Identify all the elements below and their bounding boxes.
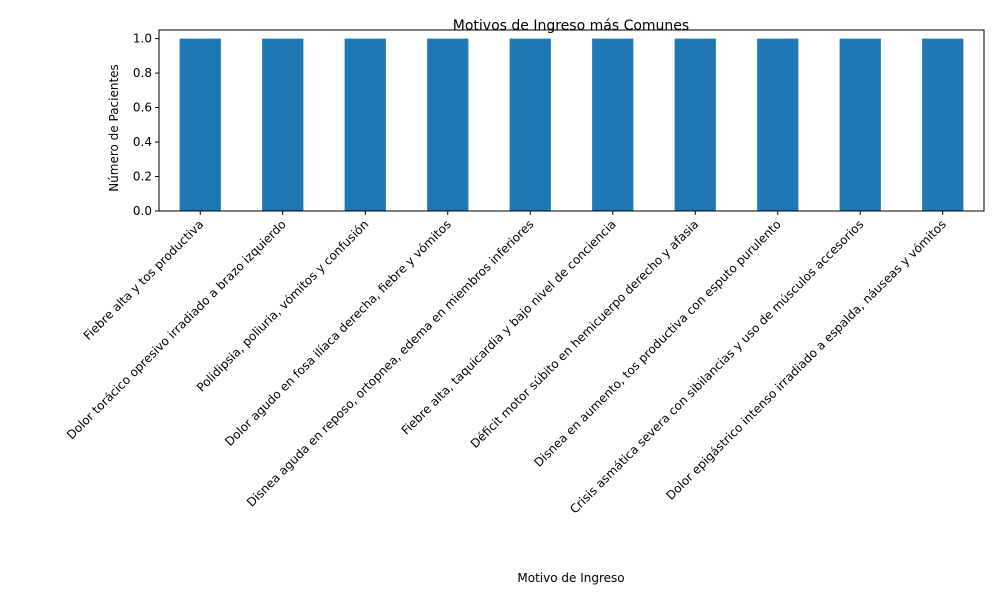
y-axis-label: Número de Pacientes [107, 64, 121, 192]
bar [839, 38, 881, 211]
bar [592, 38, 634, 211]
x-tick-label: Crisis asmática severa con sibilancias y… [567, 217, 866, 516]
chart-title: Motivos de Ingreso más Comunes [453, 18, 689, 34]
x-tick-label: Dolor epigástrico intenso irradiado a es… [663, 217, 949, 503]
y-tick-label: 0.0 [133, 204, 152, 218]
x-axis-label: Motivo de Ingreso [517, 571, 624, 585]
y-tick-label: 0.8 [133, 66, 152, 80]
bar [427, 38, 469, 211]
plot-frame [158, 29, 985, 212]
y-axis: 0.0 0.2 0.4 0.6 0.8 1.0 [133, 32, 159, 218]
x-tick-label: Disnea aguda en reposo, ortopnea, edema … [244, 217, 536, 509]
bar [757, 38, 799, 211]
y-tick-label: 0.4 [133, 135, 152, 149]
bar [179, 38, 221, 211]
bar [674, 38, 716, 211]
bars-group [179, 38, 964, 211]
bar [509, 38, 551, 211]
bar [344, 38, 386, 211]
y-tick-label: 0.2 [133, 170, 152, 184]
bar [262, 38, 304, 211]
y-tick-label: 0.6 [133, 101, 152, 115]
x-tick-label: Polidipsia, poliuria, vómitos y confusió… [194, 217, 371, 394]
y-tick-label: 1.0 [133, 32, 152, 46]
bar [922, 38, 964, 211]
